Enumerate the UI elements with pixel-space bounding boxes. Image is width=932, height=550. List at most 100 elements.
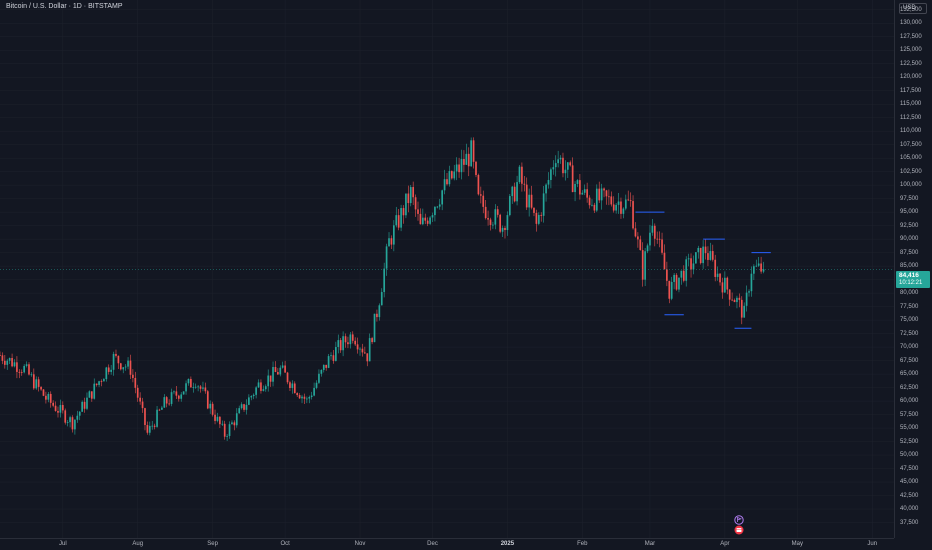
- candle: [637, 232, 639, 248]
- candle: [129, 354, 132, 379]
- candle: [675, 273, 678, 291]
- candle: [716, 266, 719, 281]
- candle: [429, 215, 431, 226]
- candle: [733, 298, 736, 303]
- candle: [692, 255, 695, 275]
- chart-canvas[interactable]: [0, 0, 894, 538]
- candle: [405, 193, 407, 219]
- candle: [644, 247, 646, 286]
- candle: [521, 162, 523, 192]
- grid-lines: [0, 0, 894, 538]
- candle: [472, 137, 475, 169]
- candle: [153, 423, 156, 430]
- symbol-title[interactable]: Bitcoin / U.S. Dollar · 1D · BITSTAMP: [6, 3, 123, 10]
- candle: [453, 164, 456, 181]
- candle: [243, 403, 245, 412]
- candle: [32, 368, 35, 390]
- candle: [690, 253, 692, 278]
- time-scale[interactable]: [0, 538, 894, 550]
- price-axis-label: 117,500: [900, 87, 922, 94]
- candle: [190, 376, 192, 388]
- candle: [412, 181, 415, 205]
- price-axis-label: 127,500: [900, 33, 922, 40]
- time-axis-label: Feb: [577, 541, 588, 547]
- candle: [731, 292, 733, 302]
- candle: [107, 364, 110, 375]
- candle: [446, 172, 448, 186]
- candle: [308, 395, 311, 404]
- candle: [506, 211, 509, 236]
- candle: [161, 405, 163, 410]
- candle: [23, 364, 26, 374]
- event-flag-icon[interactable]: [734, 515, 744, 525]
- candle: [277, 368, 279, 375]
- time-axis-label: Sep: [207, 541, 218, 547]
- candle: [639, 235, 642, 251]
- candle: [310, 391, 313, 400]
- candle: [66, 420, 69, 427]
- candle: [649, 224, 651, 251]
- horizontal-level-lines[interactable]: [635, 211, 771, 329]
- candle: [306, 396, 308, 404]
- candle: [151, 420, 154, 430]
- candle: [612, 196, 615, 213]
- candle: [37, 376, 40, 392]
- candle: [724, 271, 726, 293]
- price-scale[interactable]: [894, 0, 932, 538]
- candle: [289, 380, 291, 392]
- candle: [431, 212, 434, 222]
- candle: [450, 170, 453, 180]
- candle: [390, 235, 393, 249]
- candle: [707, 246, 709, 267]
- candle: [83, 397, 86, 413]
- candle: [206, 390, 209, 410]
- candle: [569, 160, 572, 167]
- candle: [704, 239, 707, 260]
- candle: [180, 392, 183, 402]
- candle: [342, 331, 344, 357]
- candle: [407, 185, 410, 213]
- earnings-icon[interactable]: [734, 525, 744, 535]
- candle: [663, 244, 666, 270]
- candle: [231, 420, 233, 425]
- candle: [740, 296, 743, 325]
- candle: [670, 276, 673, 301]
- candle: [158, 408, 161, 411]
- candle: [373, 313, 376, 343]
- candle: [291, 380, 294, 394]
- candle: [42, 388, 45, 397]
- candle: [511, 185, 514, 204]
- candle: [624, 194, 627, 211]
- candle: [40, 386, 42, 391]
- candle: [269, 375, 272, 387]
- candle: [119, 362, 122, 371]
- candle: [610, 191, 613, 207]
- candle: [298, 393, 301, 399]
- candle: [28, 362, 30, 376]
- candle: [550, 167, 552, 189]
- candle: [165, 396, 168, 408]
- candle: [709, 242, 712, 261]
- candle: [475, 160, 477, 178]
- candle: [296, 392, 299, 398]
- price-axis-label: 130,000: [900, 20, 922, 27]
- candle: [105, 366, 108, 382]
- candle: [516, 175, 518, 206]
- candle: [658, 231, 661, 248]
- candle: [163, 394, 166, 408]
- candle: [479, 186, 482, 204]
- currency-badge[interactable]: USD: [899, 3, 927, 14]
- candle: [286, 371, 289, 385]
- price-axis-label: 45,000: [900, 479, 919, 486]
- candle: [579, 174, 581, 200]
- candle: [74, 419, 76, 435]
- time-axis-label: Nov: [354, 541, 366, 547]
- candle: [115, 349, 117, 358]
- candle: [608, 189, 610, 206]
- price-axis-label: 67,500: [900, 357, 919, 364]
- candle: [69, 415, 71, 428]
- price-axis-label: 122,500: [900, 60, 922, 67]
- candle: [223, 420, 226, 440]
- candle: [470, 137, 473, 167]
- candle: [250, 395, 253, 401]
